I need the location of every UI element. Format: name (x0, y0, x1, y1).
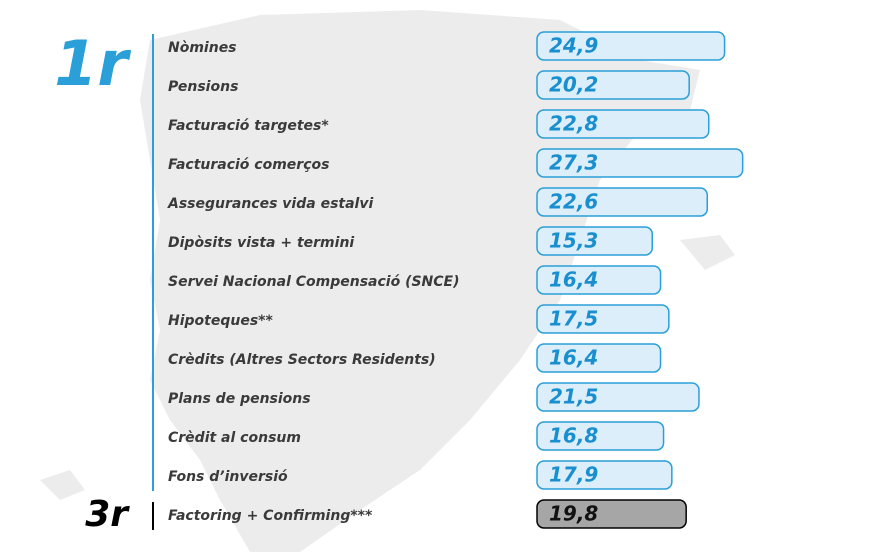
value-label: 17,9 (549, 463, 598, 487)
value-label: 16,8 (549, 424, 598, 448)
category-label: Crèdit al consum (168, 430, 301, 446)
value-label: 27,3 (549, 151, 598, 175)
value-label: 16,4 (549, 268, 598, 292)
island (680, 235, 735, 270)
bar (536, 343, 662, 373)
bar (536, 187, 709, 217)
value-label: 15,3 (549, 229, 598, 253)
category-label: Factoring + Confirming*** (168, 508, 373, 524)
value-label: 17,5 (549, 307, 598, 331)
category-label: Nòmines (168, 40, 237, 56)
category-label: Servei Nacional Compensació (SNCE) (168, 274, 460, 290)
category-label: Assegurances vida estalvi (167, 196, 373, 212)
bar (536, 382, 700, 412)
category-label: Pensions (168, 79, 238, 95)
bar (536, 109, 710, 139)
category-label: Crèdits (Altres Sectors Residents) (168, 352, 436, 368)
rank-label: 1r (54, 27, 131, 100)
category-label: Facturació comerços (168, 157, 329, 173)
value-label: 19,8 (549, 502, 598, 526)
category-label: Facturació targetes* (168, 118, 329, 134)
bar (536, 304, 670, 334)
bar (536, 421, 665, 451)
bar (536, 226, 654, 256)
value-label: 21,5 (549, 385, 598, 409)
value-label: 22,6 (549, 190, 598, 214)
bar (536, 499, 687, 529)
bar (536, 70, 690, 100)
category-label: Fons d’inversió (168, 469, 288, 485)
island (40, 470, 85, 500)
category-label: Hipoteques** (168, 313, 273, 329)
value-label: 16,4 (549, 346, 598, 370)
category-label: Dipòsits vista + termini (168, 235, 354, 251)
bar (536, 265, 662, 295)
map-background (140, 10, 700, 552)
bar (536, 460, 673, 490)
rank-label: 3r (85, 494, 130, 535)
value-label: 24,9 (549, 34, 598, 58)
bar (536, 31, 726, 61)
bar (536, 148, 744, 178)
value-label: 22,8 (549, 112, 598, 136)
value-label: 20,2 (549, 73, 598, 97)
category-label: Plans de pensions (168, 391, 311, 407)
